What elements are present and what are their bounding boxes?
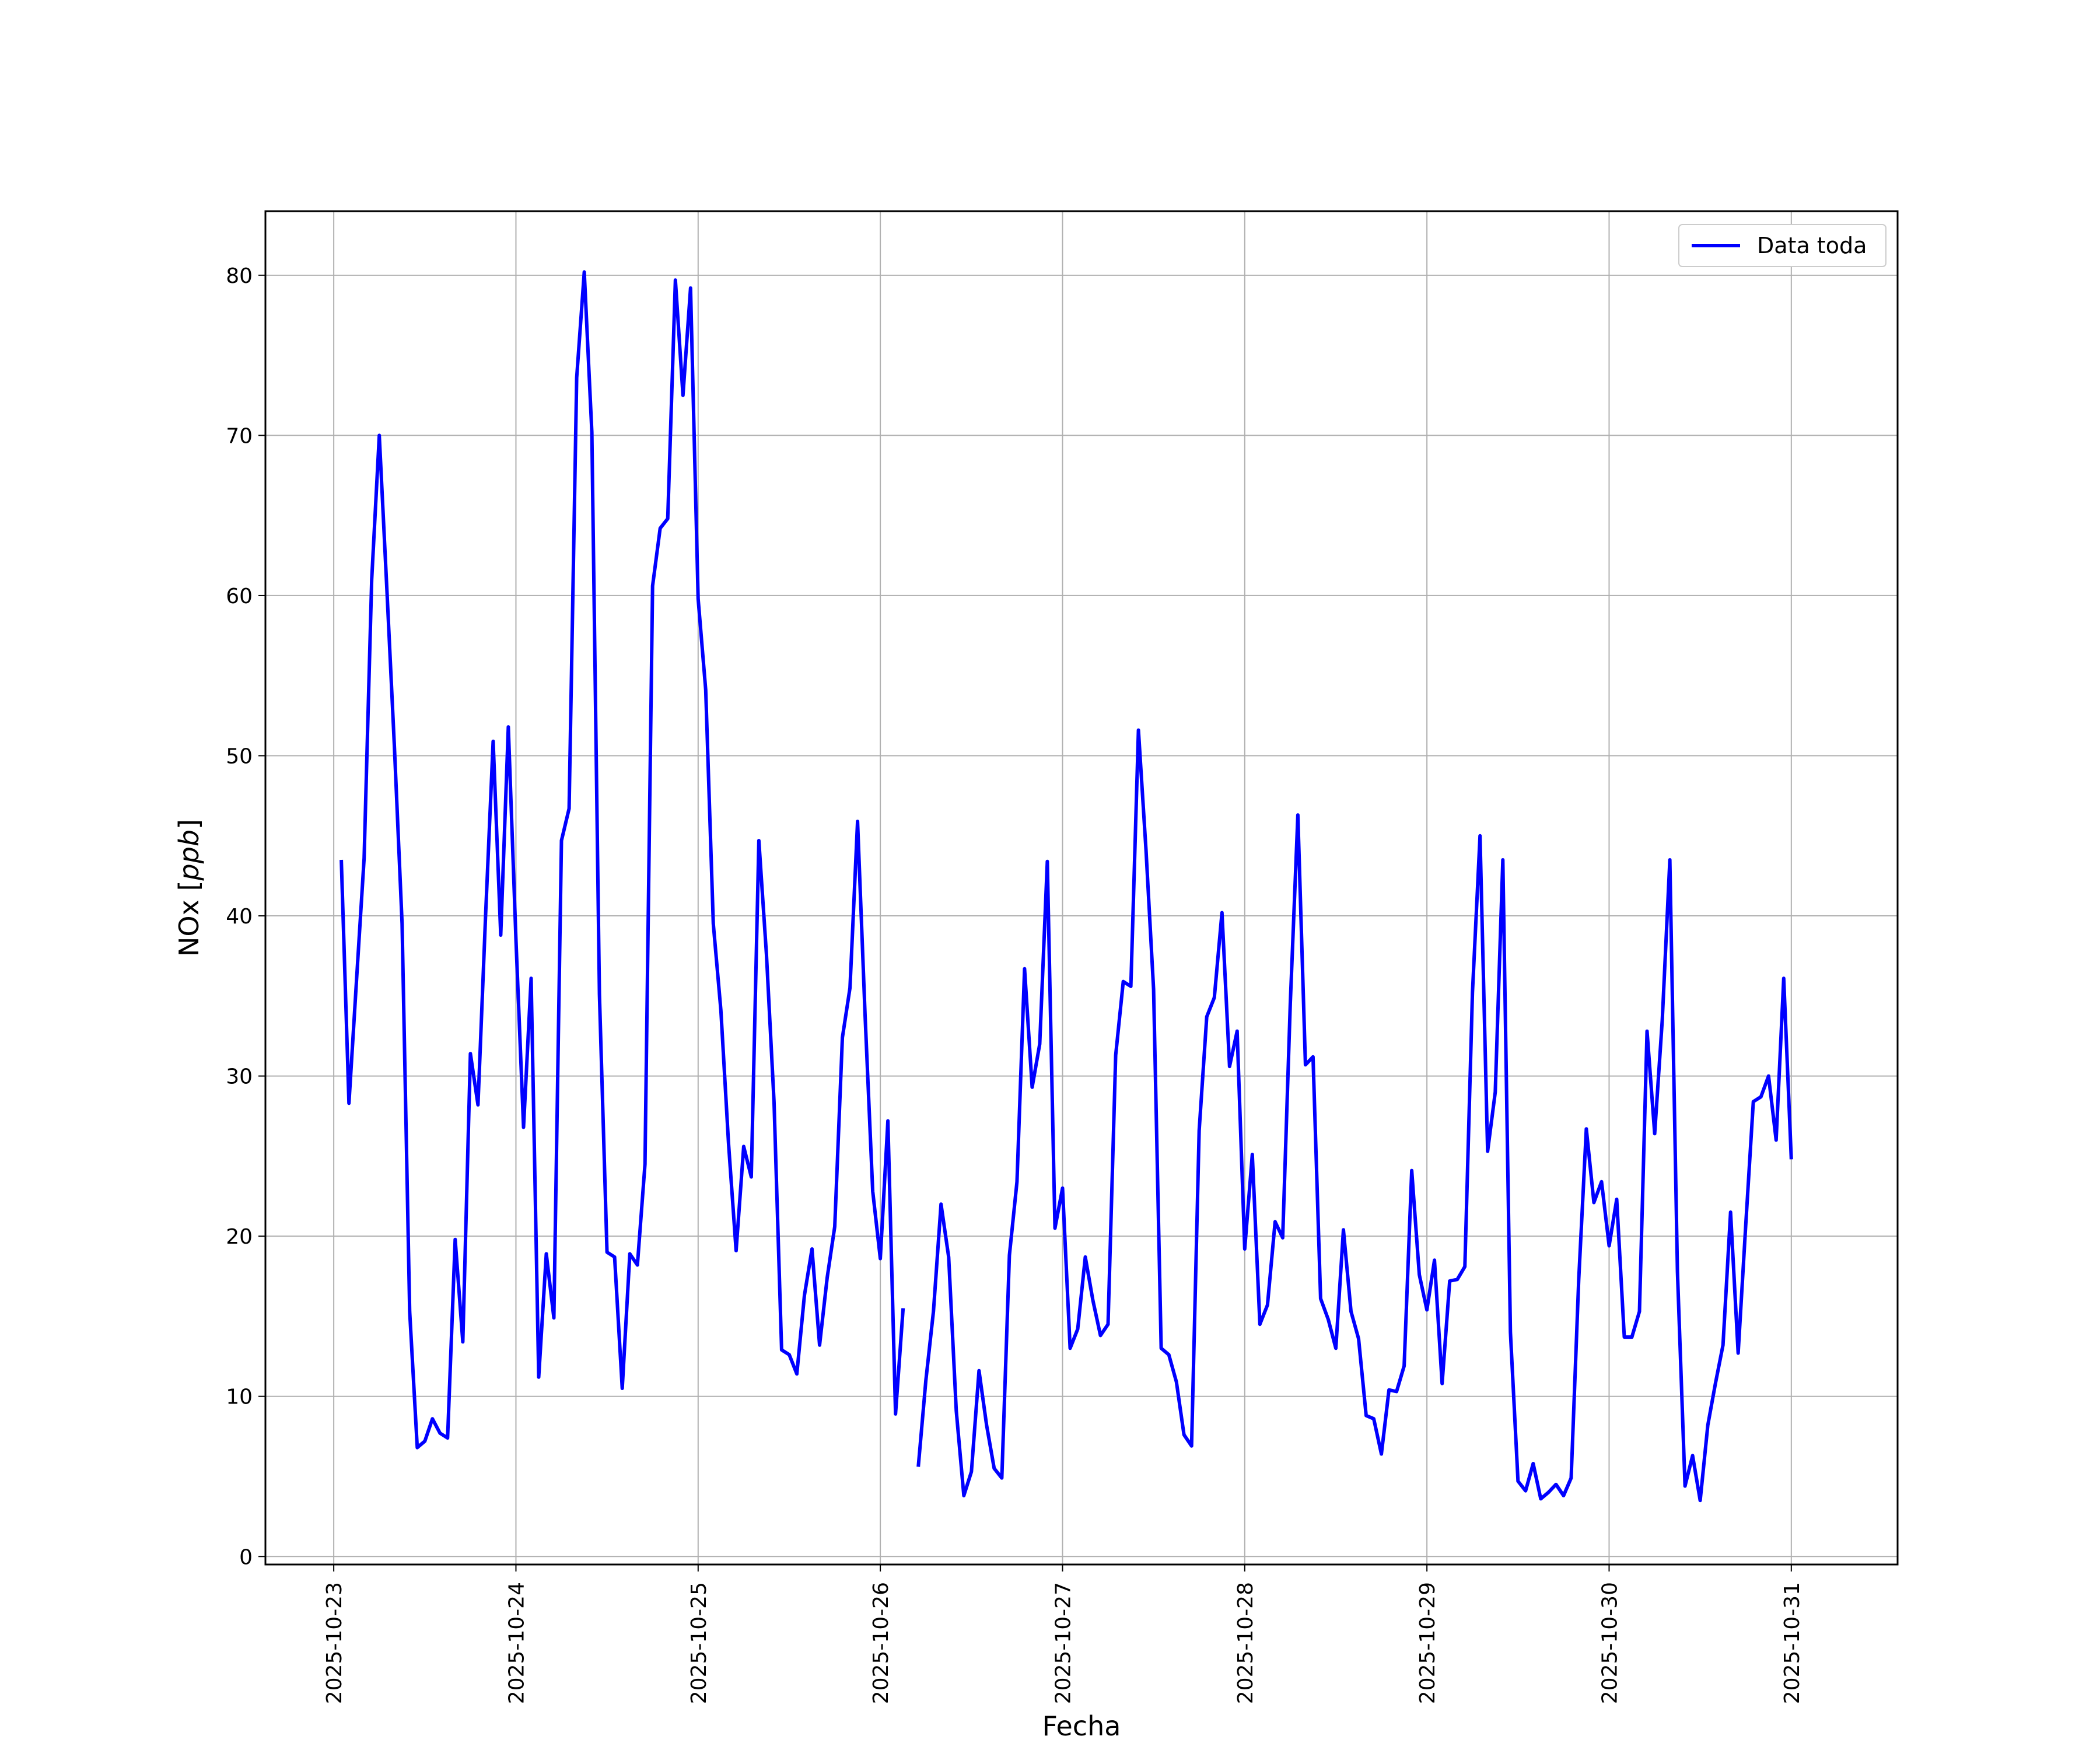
- x-tick-label: 2025-10-23: [323, 1582, 346, 1704]
- series-line: [340, 270, 1793, 1503]
- x-tick-label: 2025-10-26: [869, 1582, 893, 1704]
- series-layer: [340, 270, 1793, 1503]
- y-tick-label: 80: [226, 264, 253, 288]
- y-tick-label: 10: [226, 1385, 253, 1409]
- y-tick-label: 50: [226, 744, 253, 768]
- y-tick-label: 0: [239, 1545, 253, 1569]
- plot-frame: [264, 210, 1899, 1566]
- y-tick-label: 60: [226, 584, 253, 608]
- x-tick-label: 2025-10-31: [1780, 1582, 1804, 1704]
- y-tick-label: 20: [226, 1225, 253, 1249]
- x-tick-label: 2025-10-25: [687, 1582, 711, 1704]
- y-tick-label: 40: [226, 905, 253, 929]
- x-tick-label: 2025-10-24: [505, 1582, 528, 1704]
- grid-lines: [265, 211, 1898, 1564]
- legend: Data toda: [1678, 224, 1887, 267]
- y-tick-label: 30: [226, 1065, 253, 1089]
- y-axis: 0 10 20 30 40 50 60 70 80: [226, 264, 265, 1569]
- y-axis-label-bracket-close: ]: [173, 819, 205, 830]
- y-axis-label-bracket-open: [: [173, 881, 205, 891]
- y-axis-label-text: NOx: [173, 900, 205, 957]
- legend-label: Data toda: [1757, 233, 1867, 258]
- y-tick-label: 70: [226, 424, 253, 448]
- x-axis: 2025-10-23 2025-10-24 2025-10-25 2025-10-26…: [323, 1564, 1804, 1704]
- x-tick-label: 2025-10-29: [1416, 1582, 1440, 1704]
- x-tick-label: 2025-10-27: [1051, 1582, 1075, 1704]
- x-tick-label: 2025-10-28: [1234, 1582, 1258, 1704]
- x-axis-label: Fecha: [1042, 1710, 1121, 1742]
- y-axis-label-unit: ppb: [173, 830, 205, 881]
- y-axis-label: NOx [ppb]: [173, 819, 205, 957]
- legend-box: [1678, 224, 1887, 267]
- x-tick-label: 2025-10-30: [1598, 1582, 1622, 1704]
